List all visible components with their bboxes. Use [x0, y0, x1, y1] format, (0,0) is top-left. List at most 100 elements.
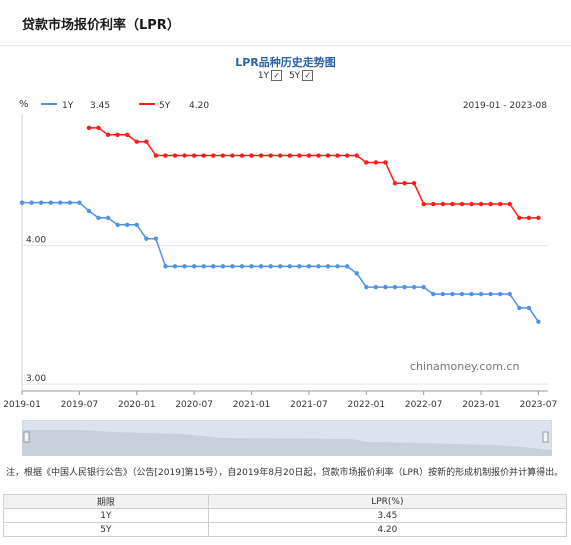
data-point-5y: [220, 153, 226, 158]
data-point-5y: [517, 215, 522, 221]
data-point-5y: [421, 201, 426, 207]
data-point-5y: [105, 132, 111, 137]
series-toggles: 1Y ✓ 5Y ✓: [0, 70, 571, 81]
data-point-1y: [392, 284, 398, 290]
x-tick-label: 2021-07: [290, 400, 328, 410]
table-header-value: LPR(%): [207, 494, 568, 509]
navigator-series-shape: [22, 430, 552, 456]
data-point-1y: [278, 264, 283, 269]
x-tick-label: 2020-01: [118, 400, 156, 410]
page-header: 贷款市场报价利率（LPR）: [0, 0, 571, 46]
toggle-1y[interactable]: 1Y ✓: [257, 70, 283, 81]
data-point-5y: [172, 153, 178, 158]
data-point-1y: [220, 264, 226, 269]
data-point-1y: [459, 291, 465, 297]
y-tick-label: 3.00: [26, 374, 46, 384]
data-point-1y: [526, 305, 532, 311]
data-point-1y: [268, 264, 273, 269]
data-point-5y: [488, 201, 493, 207]
data-point-1y: [440, 291, 445, 297]
navigator-left-handle[interactable]: [23, 431, 30, 443]
data-point-5y: [211, 153, 216, 158]
x-tick-label: 2023-01: [462, 400, 500, 410]
data-point-5y: [258, 153, 264, 158]
series-1y: [19, 200, 541, 324]
data-point-1y: [517, 305, 522, 311]
data-point-5y: [373, 160, 379, 165]
range-navigator[interactable]: [22, 420, 552, 456]
toggle-1y-label: 1Y: [257, 70, 270, 81]
legend-1y-latest: 3.45: [90, 101, 110, 111]
data-point-1y: [77, 200, 82, 205]
legend-5y-name: 5Y: [159, 101, 171, 111]
data-point-1y: [182, 264, 187, 269]
navigator-right-handle[interactable]: [542, 431, 549, 443]
data-point-1y: [211, 264, 216, 269]
data-point-5y: [239, 153, 245, 158]
data-point-5y: [459, 201, 465, 207]
data-point-5y: [144, 139, 149, 144]
data-point-1y: [306, 264, 312, 269]
data-point-5y: [134, 139, 139, 144]
x-tick-label: 2023-07: [520, 400, 558, 410]
data-point-5y: [431, 201, 436, 207]
table-cell-term: 5Y: [3, 522, 209, 537]
legend-1y-name: 1Y: [62, 101, 74, 111]
data-point-1y: [163, 264, 168, 269]
data-point-5y: [411, 181, 417, 186]
x-tick-label: 2021-01: [233, 400, 271, 410]
watermark: chinamoney.com.cn: [410, 360, 519, 373]
data-point-5y: [325, 153, 331, 158]
data-point-1y: [258, 264, 264, 269]
y-tick-labels: 4.00 3.00: [26, 236, 46, 385]
data-point-5y: [115, 132, 120, 137]
toggle-5y-checkbox[interactable]: ✓: [302, 70, 314, 81]
series-line-1y: [22, 201, 540, 323]
data-point-5y: [392, 181, 398, 186]
data-point-1y: [172, 264, 178, 269]
x-tick-label: 2022-07: [405, 400, 443, 410]
data-point-1y: [230, 264, 235, 269]
date-range-label: 2019-01 - 2023-08: [463, 101, 547, 111]
toggle-1y-checkbox[interactable]: ✓: [271, 70, 283, 81]
data-point-5y: [526, 215, 532, 221]
data-point-1y: [402, 284, 407, 290]
page-title: 贷款市场报价利率（LPR）: [22, 18, 180, 33]
data-point-5y: [230, 153, 235, 158]
chart-title: LPR品种历史走势图: [235, 56, 336, 69]
data-point-1y: [364, 284, 369, 290]
footnote: 注，根据《中国人民银行公告》（公告[2019]第15号），自2019年8月20日…: [6, 468, 564, 478]
data-point-5y: [507, 201, 512, 207]
data-point-5y: [96, 125, 101, 131]
data-point-5y: [297, 153, 302, 158]
data-point-1y: [478, 291, 484, 297]
data-point-5y: [440, 201, 445, 207]
toggle-5y[interactable]: 5Y ✓: [289, 70, 314, 81]
data-point-5y: [191, 153, 197, 158]
data-point-1y: [125, 222, 130, 227]
data-point-1y: [153, 236, 159, 241]
data-point-1y: [373, 284, 379, 290]
data-point-5y: [450, 201, 455, 207]
lpr-table: 期限 LPR(%) 1Y 3.45 5Y 4.20: [3, 494, 568, 537]
x-tick-label: 2019-01: [3, 400, 41, 410]
table-cell-value: 4.20: [207, 522, 568, 537]
table-header-term: 期限: [3, 494, 209, 509]
data-point-1y: [239, 264, 245, 269]
data-point-1y: [134, 222, 139, 227]
data-point-5y: [469, 201, 474, 207]
data-point-1y: [497, 291, 503, 297]
data-point-1y: [431, 291, 436, 297]
data-point-1y: [48, 200, 53, 205]
data-point-5y: [287, 153, 292, 158]
legend-5y-latest: 4.20: [189, 101, 209, 111]
data-point-1y: [96, 215, 101, 221]
data-point-1y: [115, 222, 120, 227]
data-point-1y: [201, 264, 206, 269]
data-point-1y: [191, 264, 197, 269]
data-point-1y: [469, 291, 474, 297]
data-point-5y: [86, 125, 92, 131]
data-point-5y: [153, 153, 159, 158]
data-point-1y: [488, 291, 493, 297]
table-cell-term: 1Y: [3, 508, 209, 523]
